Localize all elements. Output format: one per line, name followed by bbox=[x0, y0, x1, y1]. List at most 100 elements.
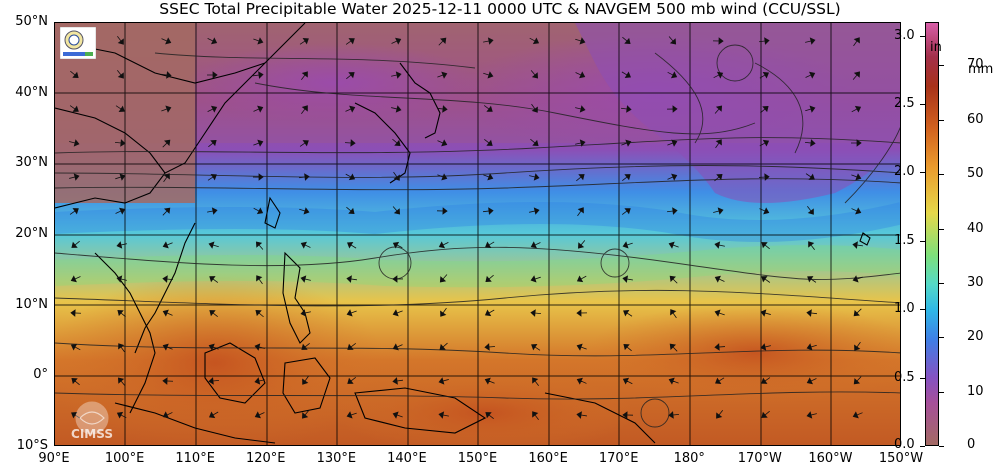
colorbar-inch-tick-mark bbox=[920, 446, 925, 447]
wind-arrow bbox=[392, 377, 403, 385]
wind-arrow bbox=[669, 343, 678, 352]
wind-arrow bbox=[852, 241, 863, 249]
wind-arrow bbox=[301, 342, 310, 350]
wind-arrow bbox=[758, 37, 770, 45]
wind-arrow bbox=[69, 208, 79, 215]
wind-arrow bbox=[575, 37, 586, 45]
wind-arrow bbox=[805, 173, 815, 180]
wind-arrow bbox=[529, 207, 540, 215]
wind-arrow bbox=[301, 105, 308, 115]
lon-label: 170°E bbox=[598, 451, 639, 466]
lon-label: 150°W bbox=[878, 451, 924, 466]
wind-arrow bbox=[117, 310, 126, 318]
wind-arrow bbox=[391, 37, 402, 45]
wind-arrow bbox=[71, 240, 80, 248]
wind-arrow bbox=[805, 105, 816, 113]
colorbar-inch-tick: 1.5 bbox=[894, 232, 915, 248]
wind-arrow bbox=[347, 343, 356, 350]
wind-arrow bbox=[300, 241, 311, 249]
wind-arrow bbox=[115, 105, 125, 112]
lat-label: 10°N bbox=[15, 296, 48, 312]
lat-label: 30°N bbox=[15, 155, 48, 171]
cimss-logo-text: CIMSS bbox=[71, 427, 113, 441]
wind-arrow bbox=[298, 173, 310, 181]
wind-arrow bbox=[346, 411, 357, 419]
wind-arrow bbox=[301, 71, 308, 80]
wind-arrow bbox=[116, 275, 127, 283]
wind-arrow bbox=[530, 309, 542, 317]
wind-arrow bbox=[485, 412, 494, 420]
wind-arrow bbox=[620, 105, 632, 113]
wind-arrow bbox=[253, 37, 264, 45]
wind-arrow bbox=[806, 411, 817, 419]
wind-arrow bbox=[347, 377, 357, 384]
wind-arrow bbox=[853, 308, 862, 317]
coastlines bbox=[55, 23, 871, 444]
wind-arrow bbox=[482, 207, 494, 215]
wind-arrow bbox=[162, 207, 171, 216]
wind-arrow bbox=[714, 343, 726, 351]
wind-arrow bbox=[759, 207, 770, 215]
wind-arrow bbox=[69, 173, 80, 181]
lat-label: 20°N bbox=[15, 226, 48, 241]
wind-arrow bbox=[667, 71, 678, 79]
tpw-map bbox=[54, 22, 901, 446]
wind-arrow bbox=[808, 241, 815, 251]
wind-arrow bbox=[346, 206, 355, 214]
wind-arrow bbox=[70, 70, 79, 78]
map-title: SSEC Total Precipitable Water 2025-12-11… bbox=[159, 0, 841, 18]
wind-arrow bbox=[207, 37, 218, 45]
wind-arrow bbox=[761, 410, 770, 418]
wind-arrow bbox=[439, 274, 448, 283]
wind-arrow bbox=[345, 173, 356, 181]
wind-arrow bbox=[852, 411, 863, 419]
colorbar-inch-tick-mark bbox=[920, 172, 925, 174]
wind-arrow bbox=[530, 70, 539, 79]
wind-arrow bbox=[807, 276, 817, 283]
wind-arrow bbox=[531, 103, 538, 113]
wind-arrow bbox=[758, 173, 770, 181]
wind-arrow bbox=[484, 309, 495, 317]
colorbar-mm-tick: 30 bbox=[967, 274, 984, 290]
lon-label: 100°E bbox=[104, 451, 145, 466]
wind-arrow bbox=[439, 342, 448, 351]
wind-arrow bbox=[578, 240, 586, 249]
wind-arrow bbox=[346, 275, 357, 283]
wind-arrow bbox=[162, 343, 173, 351]
wind-arrow bbox=[70, 275, 81, 283]
wind-arrow bbox=[114, 139, 126, 147]
wind-arrow bbox=[162, 309, 173, 317]
wind-arrow bbox=[391, 71, 402, 79]
colorbar-mm-tick-mark bbox=[939, 119, 944, 121]
wind-arrow bbox=[208, 377, 220, 385]
lon-label: 90°E bbox=[38, 451, 70, 466]
wind-arrow bbox=[437, 173, 448, 181]
colorbar-mm-tick-mark bbox=[939, 65, 944, 67]
wind-arrow bbox=[854, 341, 861, 351]
wind-arrow bbox=[575, 139, 586, 147]
wind-arrow bbox=[483, 37, 494, 45]
colorbar-mm-tick-mark bbox=[939, 446, 944, 447]
wind-arrow bbox=[715, 139, 722, 149]
wind-arrow bbox=[344, 139, 356, 147]
wind-arrow bbox=[576, 275, 587, 283]
colorbar-mm-tick-mark bbox=[939, 228, 944, 230]
colorbar-mm-tick: 70 bbox=[967, 57, 984, 73]
wind-arrow bbox=[852, 275, 863, 283]
wind-arrow bbox=[162, 139, 171, 148]
wind-arrow bbox=[850, 139, 862, 147]
wind-arrow bbox=[532, 377, 539, 386]
wind-arrow bbox=[392, 241, 403, 249]
colorbar-mm-tick-mark bbox=[939, 391, 944, 393]
lat-label: 40°N bbox=[15, 84, 48, 100]
wind-arrow bbox=[117, 70, 124, 79]
wind-arrow bbox=[668, 36, 677, 45]
wind-arrow bbox=[622, 241, 633, 249]
wind-arrow bbox=[669, 275, 678, 284]
wind-arrow bbox=[437, 71, 448, 79]
wind-arrow bbox=[804, 139, 816, 147]
wind-arrow bbox=[161, 37, 172, 45]
wind-arrow bbox=[622, 411, 634, 419]
wind-arrow bbox=[575, 71, 586, 79]
wind-arrow bbox=[576, 174, 585, 182]
